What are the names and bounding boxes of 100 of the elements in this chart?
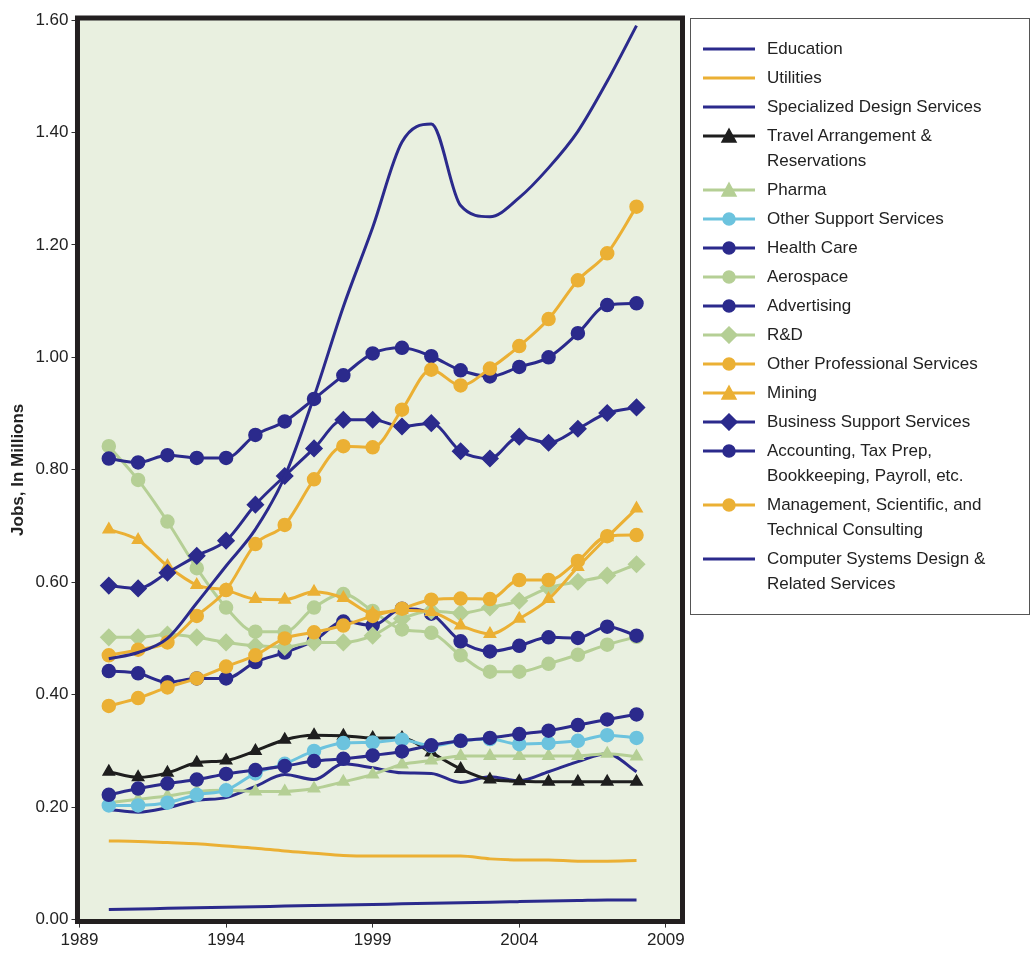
point — [629, 527, 644, 543]
point — [599, 619, 615, 634]
point — [189, 450, 205, 466]
legend-label: Other Professional Services — [766, 353, 979, 375]
point — [160, 447, 175, 463]
point — [101, 787, 117, 803]
point — [541, 572, 556, 588]
point — [305, 439, 323, 458]
point — [599, 712, 615, 727]
legend-label: Management, Scientific, and Technical Consulting — [766, 494, 983, 541]
point — [160, 795, 175, 810]
point — [395, 757, 409, 769]
point — [512, 726, 527, 742]
point — [219, 753, 233, 765]
point — [570, 325, 586, 341]
point — [249, 743, 262, 755]
point — [394, 402, 410, 417]
point — [130, 666, 146, 681]
line-series — [107, 898, 639, 911]
point — [218, 766, 234, 782]
point — [629, 199, 644, 214]
point — [336, 774, 350, 786]
x-tick-label: 1999 — [353, 930, 392, 950]
point — [218, 600, 234, 615]
point — [482, 664, 498, 679]
point — [512, 338, 527, 354]
x-tick-label: 2004 — [500, 930, 539, 950]
point — [598, 566, 616, 585]
point — [334, 411, 353, 429]
point — [453, 378, 468, 393]
point — [130, 690, 146, 706]
point — [542, 774, 555, 786]
point — [569, 572, 587, 591]
line-series — [107, 839, 639, 863]
point — [334, 633, 353, 652]
y-tick-label: 0.40 — [35, 684, 69, 704]
point — [101, 438, 117, 454]
point — [248, 624, 263, 639]
legend-label: Mining — [766, 382, 819, 404]
y-tick-label: 0.80 — [35, 459, 69, 479]
point — [363, 626, 382, 645]
legend-label: Utilities — [766, 67, 823, 89]
point — [453, 363, 468, 378]
point — [541, 735, 556, 751]
y-tick-label: 0.60 — [35, 571, 69, 591]
point — [131, 532, 145, 545]
point — [101, 451, 117, 466]
legend-label: Business Support Services — [766, 411, 972, 433]
point — [481, 449, 499, 468]
y-tick-label: 0.20 — [35, 796, 69, 816]
legend-label: Computer Systems Design & Related Services — [766, 548, 987, 595]
point — [394, 340, 410, 356]
point — [307, 727, 321, 740]
point — [101, 663, 117, 679]
point — [189, 772, 205, 787]
point — [394, 744, 410, 759]
legend-label: Accounting, Tax Prep, Bookkeeping, Payroll, etc. — [766, 440, 965, 487]
point — [571, 774, 585, 786]
legend-label: Education — [766, 38, 844, 60]
point — [248, 427, 263, 443]
point — [158, 563, 177, 582]
point — [102, 522, 116, 534]
point — [599, 727, 615, 743]
point — [218, 659, 234, 674]
point — [277, 631, 292, 646]
point — [424, 753, 438, 765]
legend-label: Other Support Services — [766, 208, 945, 230]
legend-label: Travel Arrangement & Reservations — [766, 125, 933, 172]
point — [451, 442, 470, 460]
point — [306, 472, 322, 487]
point — [394, 732, 410, 747]
legend-label: Aerospace — [766, 266, 850, 288]
point — [570, 733, 586, 749]
point — [627, 398, 646, 417]
point — [454, 761, 467, 773]
point — [629, 730, 644, 746]
point — [424, 625, 439, 641]
point — [454, 748, 467, 760]
point — [278, 592, 292, 604]
point — [539, 434, 558, 452]
point — [453, 648, 468, 663]
point — [483, 626, 497, 638]
point — [189, 787, 205, 803]
point — [246, 495, 265, 514]
point — [629, 296, 644, 311]
point — [248, 762, 263, 778]
point — [306, 753, 322, 769]
point — [630, 749, 643, 761]
x-tick-label: 2009 — [646, 930, 685, 950]
legend-label: Health Care — [766, 237, 859, 259]
point — [541, 350, 556, 365]
point — [453, 634, 468, 649]
point — [336, 618, 351, 633]
point — [336, 751, 351, 767]
point — [129, 579, 147, 598]
point — [131, 770, 145, 782]
point — [102, 764, 116, 776]
point — [599, 297, 615, 313]
point — [630, 774, 643, 786]
point — [365, 735, 380, 750]
